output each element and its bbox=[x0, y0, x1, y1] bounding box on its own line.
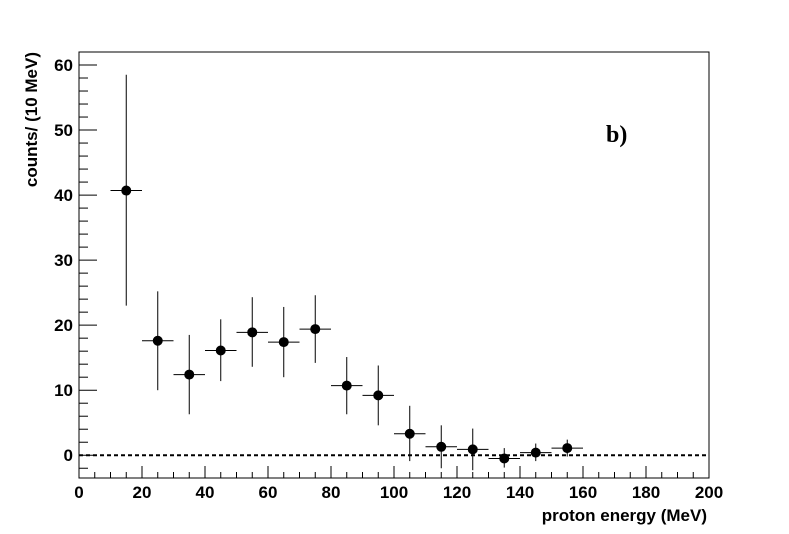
point-marker bbox=[562, 443, 573, 454]
data-point bbox=[394, 405, 426, 462]
x-tick-label: 0 bbox=[74, 483, 83, 502]
x-tick-label: 20 bbox=[133, 483, 152, 502]
x-axis-title: proton energy (MeV) bbox=[542, 506, 707, 525]
y-tick-label: 60 bbox=[54, 56, 73, 75]
x-tick-label: 200 bbox=[695, 483, 723, 502]
y-tick-label: 30 bbox=[54, 251, 73, 270]
x-tick-label: 180 bbox=[632, 483, 660, 502]
y-tick-label: 20 bbox=[54, 316, 73, 335]
x-tick-label: 40 bbox=[196, 483, 215, 502]
y-axis: 0 10 20 30 40 50 60 bbox=[54, 56, 97, 469]
data-point bbox=[488, 448, 520, 468]
y-tick-label: 10 bbox=[54, 381, 73, 400]
data-point bbox=[236, 297, 268, 367]
point-marker bbox=[310, 324, 321, 335]
plot-frame bbox=[78, 51, 710, 479]
x-tick-label: 80 bbox=[322, 483, 341, 502]
data-point bbox=[520, 443, 552, 462]
point-marker bbox=[184, 369, 195, 380]
y-tick-label: 40 bbox=[54, 186, 73, 205]
data-point bbox=[173, 334, 205, 415]
point-marker bbox=[341, 380, 352, 391]
data-point bbox=[110, 74, 142, 306]
y-tick-label: 0 bbox=[64, 446, 73, 465]
point-marker bbox=[467, 444, 478, 455]
data-point bbox=[268, 306, 300, 378]
data-point bbox=[457, 428, 489, 471]
panel-label: b) bbox=[606, 122, 627, 148]
point-marker bbox=[121, 185, 132, 196]
data-point bbox=[142, 291, 174, 391]
data-point bbox=[551, 439, 583, 457]
data-point bbox=[205, 319, 237, 382]
data-point bbox=[425, 425, 457, 469]
x-tick-label: 120 bbox=[443, 483, 471, 502]
data-point bbox=[362, 365, 394, 426]
point-marker bbox=[152, 335, 163, 346]
x-tick-label: 60 bbox=[259, 483, 278, 502]
data-points-group bbox=[110, 74, 583, 471]
y-axis-title: counts/ (10 MeV) bbox=[22, 52, 41, 187]
y-tick-label: 50 bbox=[54, 121, 73, 140]
point-marker bbox=[530, 447, 541, 458]
point-marker bbox=[499, 453, 510, 464]
point-marker bbox=[404, 428, 415, 439]
data-point bbox=[331, 357, 363, 415]
point-marker bbox=[215, 345, 226, 356]
x-axis: 0 20 40 60 80 100 120 140 160 180 200 bbox=[74, 466, 723, 502]
data-point bbox=[299, 295, 331, 363]
point-marker bbox=[373, 390, 384, 401]
point-marker bbox=[247, 327, 258, 338]
point-marker bbox=[436, 441, 447, 452]
point-marker bbox=[278, 337, 289, 348]
x-tick-label: 140 bbox=[506, 483, 534, 502]
x-tick-label: 100 bbox=[380, 483, 408, 502]
x-tick-label: 160 bbox=[569, 483, 597, 502]
